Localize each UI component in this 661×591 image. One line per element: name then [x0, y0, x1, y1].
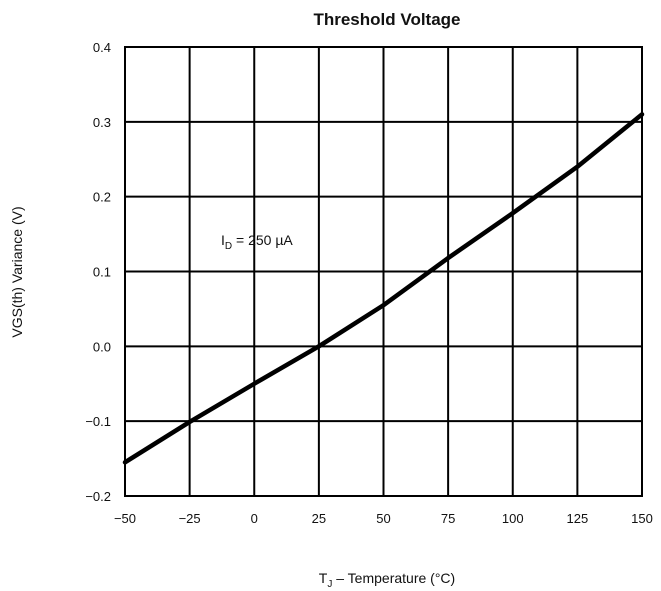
y-tick-label: 0.4 [93, 40, 111, 55]
x-axis-label-subscript: J [327, 579, 332, 590]
y-tick-label: −0.1 [85, 414, 111, 429]
x-tick-label: −25 [179, 511, 201, 526]
annotation-rest: = 250 µA [232, 232, 293, 248]
x-tick-label: 75 [441, 511, 455, 526]
y-tick-label: 0.3 [93, 115, 111, 130]
chart-title: Threshold Voltage [313, 10, 460, 29]
x-tick-label: 125 [567, 511, 589, 526]
plot-frame [124, 46, 643, 497]
x-tick-label: 25 [312, 511, 326, 526]
grid [124, 46, 643, 497]
x-tick-label: 150 [631, 511, 653, 526]
annotation-subscript: D [225, 241, 232, 252]
y-tick-label: 0.0 [93, 339, 111, 354]
x-tick-label: 100 [502, 511, 524, 526]
y-tick-label: −0.2 [85, 489, 111, 504]
x-axis-label-rest: – Temperature (°C) [332, 570, 455, 586]
x-axis-label-main: T [319, 570, 328, 586]
tick-labels: −50 −25 0 25 50 75 100 125 150 −0.2 −0.1 0.0 0.1 0.2 0… [85, 40, 653, 526]
annotation-main: I [221, 232, 225, 248]
y-axis-label: VGS(th) Variance (V) [9, 206, 25, 337]
id-annotation: ID = 250 µA [221, 232, 293, 252]
series-layer [122, 112, 645, 465]
y-tick-label: 0.2 [93, 190, 111, 205]
x-tick-label: 0 [251, 511, 258, 526]
x-axis-label: TJ – Temperature (°C) [319, 570, 455, 590]
threshold-voltage-series-line [122, 112, 645, 465]
x-tick-label: −50 [114, 511, 136, 526]
x-tick-label: 50 [376, 511, 390, 526]
y-tick-label: 0.1 [93, 265, 111, 280]
